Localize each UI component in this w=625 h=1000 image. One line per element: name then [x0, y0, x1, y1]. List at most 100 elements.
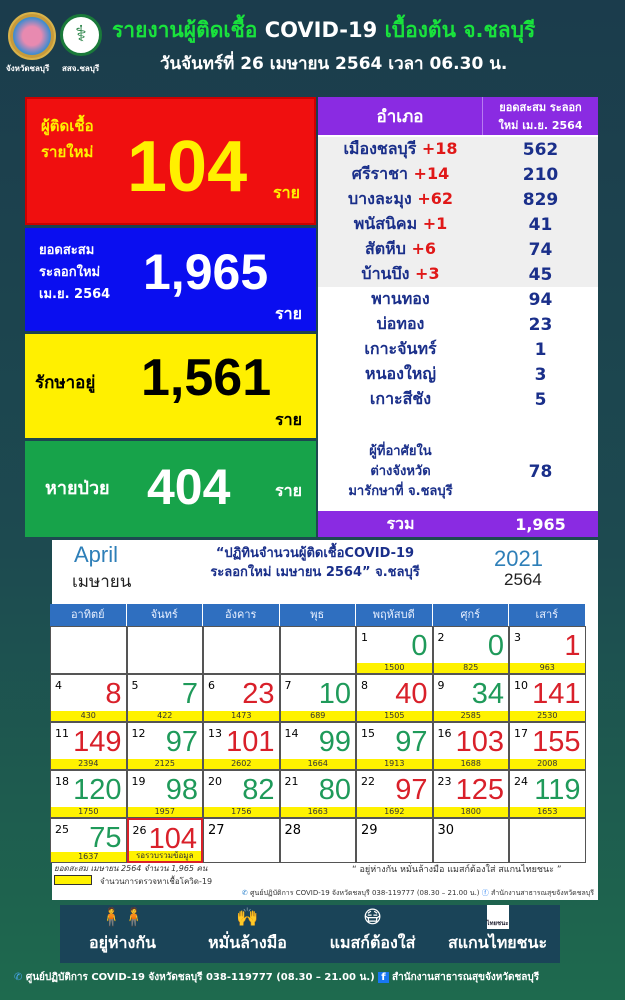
outside-label: ผู้ที่อาศัยใน ต่างจังหวัด มารักษาที่ จ.ชลบ… [318, 442, 483, 502]
district-new-cases: +6 [411, 239, 436, 258]
daily-tests: 1692 [357, 807, 432, 817]
recovered-value: 404 [147, 459, 231, 515]
day-number: 9 [437, 679, 445, 692]
calendar-day: 21 80 1663 [279, 770, 356, 818]
moph-logo: ⚕ [60, 14, 102, 56]
district-label: ศรีราชา [351, 164, 408, 183]
daily-tests: 1750 [51, 807, 126, 817]
day-number: 30 [437, 823, 455, 838]
slogan: “ อยู่ห่างกัน หมั่นล้างมือ แมสก์ต้องใส่ … [352, 865, 562, 875]
daily-cases: 155 [532, 726, 581, 758]
district-label: หนองใหญ่ [365, 364, 436, 383]
daily-cases: 149 [73, 726, 122, 758]
weekday-header: พฤหัสบดี [356, 604, 433, 626]
daily-tests: 1913 [357, 759, 432, 769]
cal-title-2: ระลอกใหม่ เมษายน 2564” จ.ชลบุรี [210, 565, 420, 580]
day-number: 10 [514, 679, 528, 692]
measure-thaichana: ไทยชนะ สแกนไทยชนะ [435, 905, 560, 963]
district-name: เมืองชลบุรี +18 [318, 137, 483, 162]
weekday-header: พุธ [279, 604, 356, 626]
daily-tests: 2585 [433, 711, 508, 721]
day-number: 20 [208, 775, 222, 788]
daily-tests: 2602 [204, 759, 279, 769]
phone-icon: ✆ [14, 972, 23, 983]
calendar-day: 8 40 1505 [356, 674, 433, 722]
daily-cases: 98 [165, 774, 198, 806]
district-new-cases: +14 [413, 164, 450, 183]
calendar-empty-cell [279, 626, 356, 674]
district-name: พนัสนิคม +1 [318, 212, 483, 237]
footer-facebook: สำนักงานสาธารณสุขจังหวัดชลบุรี [392, 972, 540, 983]
daily-cases: 1 [564, 630, 581, 662]
new-cases-box: ผู้ติดเชื้อ รายใหม่ 104 ราย [25, 97, 316, 225]
calendar-day: 23 125 1800 [432, 770, 509, 818]
measure-label: สแกนไทยชนะ [447, 933, 548, 952]
day-number: 21 [284, 775, 299, 788]
title-part: รายงานผู้ติดเชื้อ [112, 18, 258, 42]
weekday-header: อังคาร [203, 604, 280, 626]
daily-cases: 23 [242, 678, 275, 710]
report-date: วันจันทร์ที่ 26 เมษายน 2564 เวลา 06.30 น… [160, 54, 508, 74]
cum-label-2: ระลอกใหม่ [39, 265, 101, 280]
measure-label: อยู่ห่างกัน [89, 933, 156, 952]
district-name: พานทอง [318, 287, 483, 312]
daily-tests: 430 [51, 711, 126, 721]
district-label: บ้านบึง [361, 264, 410, 283]
daily-cases: 8 [105, 678, 122, 710]
calendar-day: 11 149 2394 [50, 722, 127, 770]
table-row: บ่อทอง 23 [318, 312, 598, 337]
calendar-day: 2 0 825 [432, 626, 509, 674]
district-label: พนัสนิคม [353, 214, 418, 233]
district-total: 23 [528, 314, 553, 335]
district-total: 94 [528, 289, 553, 310]
daily-cases: 141 [532, 678, 581, 710]
daily-tests: 963 [510, 663, 585, 673]
calendar-day: 3 1 963 [509, 626, 586, 674]
daily-tests: 2530 [510, 711, 585, 721]
measure-label: หมั่นล้างมือ [208, 933, 287, 952]
calendar-day: 4 8 430 [50, 674, 127, 722]
calendar-day: 6 23 1473 [203, 674, 280, 722]
social-distance-icon: 🧍🧍 [100, 907, 145, 928]
day-number: 16 [437, 727, 452, 740]
footer: ✆ ศูนย์ปฏิบัติการ COVID-19 จังหวัดชลบุรี… [14, 970, 539, 985]
day-number: 4 [55, 679, 62, 692]
new-cases-value: 104 [127, 127, 248, 207]
daily-cases: 99 [318, 726, 351, 758]
calendar-day: 20 82 1756 [203, 770, 280, 818]
calendar-empty-cell [50, 626, 127, 674]
new-unit: ราย [273, 183, 300, 202]
daily-tests: 1653 [510, 807, 585, 817]
table-row: พานทอง 94 [318, 287, 598, 312]
district-name: เกาะสีชัง [318, 387, 483, 412]
footer-contact: ศูนย์ปฏิบัติการ COVID-19 จังหวัดชลบุรี 0… [25, 972, 375, 983]
recovered-label: หายป่วย [45, 478, 110, 499]
treating-label: รักษาอยู่ [35, 373, 96, 393]
district-name: บ่อทอง [318, 312, 483, 337]
table-row: สัตหีบ +6 74 [318, 237, 598, 262]
day-number: 15 [361, 727, 375, 740]
day-number: 2 [437, 631, 445, 644]
outside-l1: ผู้ที่อาศัยใน [369, 444, 432, 459]
contact-line: ✆ ศูนย์ปฏิบัติการ COVID-19 จังหวัดชลบุรี… [242, 888, 594, 899]
calendar-day: 17 155 2008 [509, 722, 586, 770]
calendar-day: 13 101 2602 [203, 722, 280, 770]
calendar-empty-cell [126, 626, 203, 674]
day-number: 24 [514, 775, 528, 788]
district-name: บางละมุง +62 [318, 187, 483, 212]
measure-mask: 😷 แมสก์ต้องใส่ [310, 905, 435, 963]
col-total-2: ใหม่ เม.ย. 2564 [498, 119, 583, 132]
cal-title-1: “ปฏิทินจำนวนผู้ติดเชื้อCOVID-19 [215, 546, 415, 561]
district-total: 41 [528, 214, 553, 235]
day-number: 11 [55, 727, 69, 740]
calendar-day: 27 [203, 818, 280, 863]
month-en: April [74, 542, 119, 567]
daily-tests: 1688 [433, 759, 508, 769]
district-label: เกาะสีชัง [369, 389, 432, 408]
calendar-day: 25 75 1637 [50, 818, 127, 863]
measure-handwash: 🙌 หมั่นล้างมือ [185, 905, 310, 963]
district-total: 74 [528, 239, 553, 260]
calendar-day: 12 97 2125 [126, 722, 203, 770]
daily-tests: 1500 [357, 663, 432, 673]
weekday-header: อาทิตย์ [50, 604, 127, 626]
